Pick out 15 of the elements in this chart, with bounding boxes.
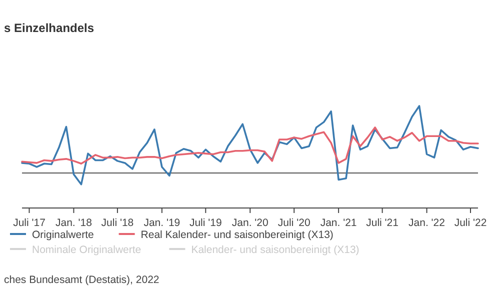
legend-label: Originalwerte [32, 229, 94, 241]
x-tick-label: Jan. '20 [232, 217, 268, 229]
legend-label: Real Kalender- und saisonbereinigt (X13) [140, 229, 334, 241]
x-tick-label: Juli '22 [454, 217, 487, 229]
x-tick-label: Juli '18 [101, 217, 134, 229]
x-tick-label: Jan. '18 [55, 217, 92, 229]
chart-title: s Einzelhandels [4, 21, 94, 35]
x-tick-label: Juli '19 [189, 217, 222, 229]
x-tick-label: Juli '20 [278, 217, 310, 229]
x-tick-label: Jan. '19 [144, 217, 180, 229]
x-tick-label: Juli '21 [366, 217, 399, 229]
x-tick-label: Jan. '21 [320, 217, 357, 229]
text: ches Bundesamt (Destatis), 2022 [4, 274, 160, 286]
x-tick-label: Juli '17 [13, 217, 46, 229]
x-tick-label: Jan. '22 [408, 217, 446, 229]
